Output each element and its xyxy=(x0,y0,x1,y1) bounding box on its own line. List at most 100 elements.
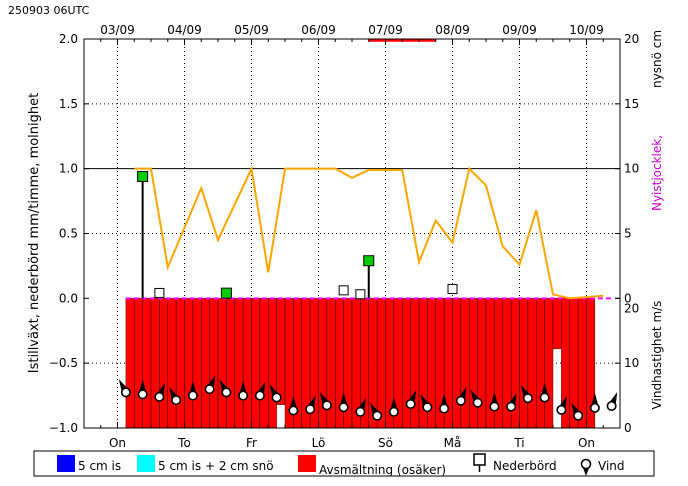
right-bottom-tick-label: 0 xyxy=(624,421,632,435)
melting-bar xyxy=(552,298,562,350)
precipitation-marker xyxy=(137,170,149,182)
wind-marker xyxy=(556,395,567,415)
top-date-label: 10/09 xyxy=(569,23,604,37)
legend-wind-tail xyxy=(583,468,589,476)
wind-dot xyxy=(405,399,416,410)
wind-dot xyxy=(355,406,366,417)
wind-direction-tail xyxy=(139,379,147,393)
wind-dot xyxy=(606,400,617,411)
wind-dot xyxy=(556,404,567,415)
melting-bar xyxy=(242,298,252,429)
wind-marker xyxy=(169,386,182,406)
wind-marker xyxy=(606,392,618,411)
wind-series xyxy=(118,375,618,421)
wind-direction-tail xyxy=(390,396,398,410)
wind-direction-tail xyxy=(289,395,297,409)
wind-direction-tail xyxy=(440,393,448,407)
wind-direction-tail xyxy=(541,382,549,396)
wind-marker xyxy=(288,395,299,416)
melting-bar xyxy=(251,298,261,429)
left-tick-label: 1.5 xyxy=(59,97,78,111)
bottom-day-label: Må xyxy=(444,436,462,450)
wind-direction-tail xyxy=(340,392,348,406)
wind-marker xyxy=(589,392,600,413)
melting-bar xyxy=(527,298,537,429)
melting-bar xyxy=(376,298,386,429)
top-date-label: 09/09 xyxy=(502,23,537,37)
wind-marker xyxy=(506,392,517,412)
wind-dot xyxy=(522,393,533,404)
wind-dot xyxy=(422,402,433,413)
wind-dot xyxy=(321,400,332,411)
axis-ticks: 2.01.51.00.50.0−0.5−1.0201510502010003/0… xyxy=(49,23,639,450)
legend-precip-marker xyxy=(473,453,486,466)
right-axis-label-wind: Vindhastighet m/s xyxy=(650,301,664,410)
wind-dot xyxy=(271,392,282,403)
wind-marker xyxy=(118,379,131,398)
melting-bar xyxy=(276,298,286,405)
wind-dot xyxy=(154,391,165,402)
right-top-tick-label: 5 xyxy=(624,227,632,241)
wind-marker xyxy=(420,394,433,413)
wind-marker xyxy=(455,386,467,406)
bottom-day-label: Fr xyxy=(246,436,257,450)
bottom-day-label: To xyxy=(177,436,191,450)
right-bottom-tick-label: 10 xyxy=(624,356,639,370)
top-date-label: 03/09 xyxy=(100,23,135,37)
left-tick-label: 0.5 xyxy=(59,227,78,241)
cloudiness-series xyxy=(134,165,604,300)
left-axis-label: Istillväxt, nederbörd mm/timme, molnighe… xyxy=(27,93,42,373)
wind-marker xyxy=(305,395,316,415)
wind-dot xyxy=(573,410,584,421)
wind-dot xyxy=(472,397,483,408)
melting-bar xyxy=(217,298,227,429)
wind-dot xyxy=(388,406,399,417)
wind-marker xyxy=(388,396,399,417)
wind-marker xyxy=(370,402,383,421)
top-date-label: 07/09 xyxy=(368,23,403,37)
melting-bar xyxy=(536,298,545,429)
right-top-tick-label: 20 xyxy=(624,32,639,46)
left-tick-label: 2.0 xyxy=(59,32,78,46)
melting-bars xyxy=(125,298,596,429)
right-top-tick-label: 15 xyxy=(624,97,639,111)
wind-marker xyxy=(204,375,216,395)
melting-bar xyxy=(175,298,185,429)
wind-dot xyxy=(288,405,299,416)
legend-label: Vind xyxy=(598,459,625,473)
wind-marker xyxy=(187,380,198,401)
top-date-label: 05/09 xyxy=(234,23,269,37)
wind-marker xyxy=(269,384,282,403)
melting-bar xyxy=(209,298,219,429)
wind-marker xyxy=(238,380,249,401)
legend-swatch xyxy=(298,455,316,472)
wind-dot xyxy=(120,387,131,398)
wind-dot xyxy=(221,387,232,398)
melting-bar xyxy=(259,298,269,429)
left-tick-label: 1.0 xyxy=(59,162,78,176)
bottom-day-label: Ti xyxy=(513,436,524,450)
wind-dot xyxy=(137,389,148,400)
bottom-day-label: Lö xyxy=(312,436,326,450)
wind-dot xyxy=(171,395,182,406)
wind-dot xyxy=(439,403,450,414)
wind-marker xyxy=(254,381,266,401)
bottom-day-label: Sö xyxy=(378,436,393,450)
wind-dot xyxy=(204,384,215,395)
right-axis-label-snow: nysnö cm xyxy=(650,30,664,88)
legend-label: 5 cm is xyxy=(78,459,121,473)
wind-marker xyxy=(539,382,550,403)
wind-direction-tail xyxy=(591,392,599,406)
wind-marker xyxy=(154,382,165,402)
melting-bar xyxy=(142,298,152,429)
legend-swatch xyxy=(137,455,155,472)
melting-bar xyxy=(192,298,202,429)
legend-label: 5 cm is + 2 cm snö xyxy=(158,459,274,473)
wind-marker xyxy=(137,379,148,400)
left-tick-label: −1.0 xyxy=(49,421,78,435)
left-tick-label: −0.5 xyxy=(49,356,78,370)
wind-marker xyxy=(489,391,500,412)
bottom-day-label: On xyxy=(578,436,595,450)
right-top-tick-label: 0 xyxy=(624,291,632,305)
wind-marker xyxy=(219,379,232,398)
